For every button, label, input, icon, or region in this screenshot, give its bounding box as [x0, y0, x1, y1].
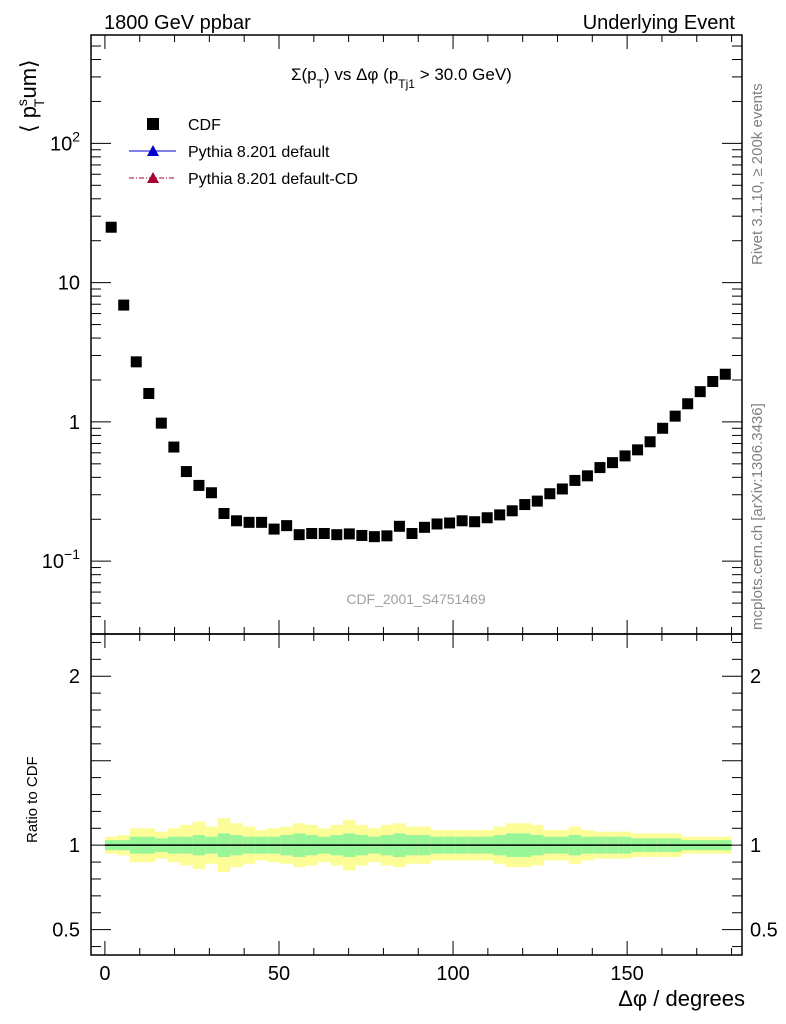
legend-label: CDF — [188, 117, 221, 134]
legend-marker-triangle — [147, 145, 159, 156]
data-point — [531, 495, 543, 507]
data-point — [419, 521, 431, 533]
data-point — [243, 516, 255, 528]
y-axis-label: ⟨ psTum⟩ — [14, 59, 47, 133]
data-point — [519, 499, 531, 511]
header-left: 1800 GeV ppbar — [104, 12, 251, 34]
y-tick-label: 10 — [58, 273, 80, 295]
data-point — [118, 299, 130, 311]
y-tick-label: 1 — [69, 412, 80, 434]
chart-title: Σ(pT) vs Δφ (pTj1 > 30.0 GeV) — [291, 65, 512, 91]
data-point — [218, 507, 230, 519]
data-point — [368, 531, 380, 543]
data-point — [431, 518, 443, 530]
data-point — [657, 422, 669, 434]
ratio-y-tick-label-right: 2 — [750, 666, 761, 688]
data-point — [619, 450, 631, 462]
data-point — [556, 483, 568, 495]
data-point — [393, 520, 405, 532]
data-point — [606, 457, 618, 469]
data-point — [669, 410, 681, 422]
data-point — [719, 368, 731, 380]
ratio-y-axis-label: Ratio to CDF — [24, 756, 41, 843]
ratio-y-tick-label-right: 0.5 — [750, 920, 778, 942]
main-panel: 10−1 1 10 102⟨ psTum⟩ Σ(pT) vs Δφ (pTj1 > 30… — [14, 34, 743, 955]
data-point — [231, 515, 243, 527]
data-point — [293, 529, 305, 541]
y-tick-label: 102 — [50, 128, 80, 155]
legend-marker-triangle — [147, 172, 159, 183]
data-point — [318, 528, 330, 540]
x-tick-label: 50 — [268, 963, 290, 985]
legend-label: Pythia 8.201 default — [188, 144, 330, 161]
legend-item: CDF — [147, 117, 221, 134]
data-point — [105, 221, 117, 233]
data-point — [632, 444, 644, 456]
header-right: Underlying Event — [583, 12, 736, 34]
legend-item: Pythia 8.201 default — [129, 144, 330, 161]
data-point — [168, 441, 180, 453]
mcplots-label: mcplots.cern.ch [arXiv:1306.3436] — [749, 403, 766, 630]
ratio-y-tick-label: 0.5 — [52, 920, 80, 942]
ratio-frame — [90, 633, 743, 956]
data-point — [694, 386, 706, 398]
ratio-y-tick-label: 1 — [69, 835, 80, 857]
data-point — [306, 528, 318, 540]
x-axis-label: Δφ / degrees — [618, 986, 745, 1011]
data-point — [506, 505, 518, 517]
data-point — [256, 516, 268, 528]
data-point — [180, 466, 192, 478]
data-point — [356, 529, 368, 541]
data-point — [444, 517, 456, 529]
data-point — [481, 512, 493, 524]
data-point — [155, 417, 167, 429]
data-point — [143, 387, 155, 399]
rivet-label: Rivet 3.1.10, ≥ 200k events — [749, 83, 766, 265]
legend-marker-square — [147, 118, 159, 130]
data-point — [469, 516, 481, 528]
data-point — [331, 529, 343, 541]
ratio-y-tick-label: 2 — [69, 666, 80, 688]
data-point — [594, 462, 606, 474]
data-point — [130, 356, 142, 368]
x-tick-label: 150 — [610, 963, 643, 985]
data-point — [494, 509, 506, 521]
data-point — [544, 488, 556, 500]
data-point — [707, 376, 719, 388]
data-point — [682, 398, 694, 410]
data-point — [569, 474, 581, 486]
data-point — [281, 520, 293, 532]
legend-label: Pythia 8.201 default-CD — [188, 171, 358, 188]
data-point — [193, 479, 205, 491]
x-tick-label: 0 — [99, 963, 110, 985]
data-point — [581, 470, 593, 482]
watermark-label: CDF_2001_S4751469 — [346, 591, 486, 607]
data-point — [205, 487, 217, 499]
data-point — [381, 530, 393, 542]
data-point — [644, 436, 656, 448]
x-tick-label: 100 — [436, 963, 469, 985]
data-point — [456, 515, 468, 527]
y-tick-label: 10−1 — [42, 546, 80, 573]
data-point — [268, 523, 280, 535]
data-point — [406, 528, 418, 540]
data-point — [343, 528, 355, 540]
legend-item: Pythia 8.201 default-CD — [129, 171, 358, 188]
ratio-y-tick-label-right: 1 — [750, 835, 761, 857]
